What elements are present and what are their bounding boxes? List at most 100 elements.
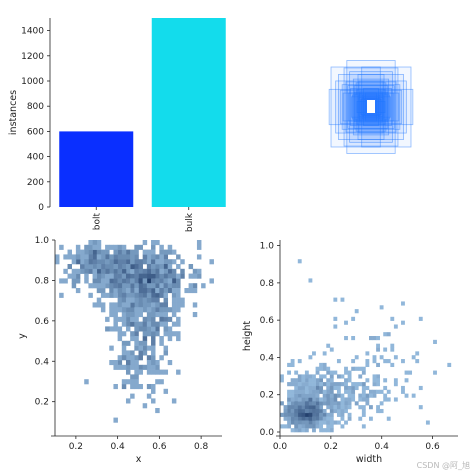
hist-cell [319, 389, 324, 394]
hist-cell [196, 244, 202, 250]
hist-cell [163, 316, 169, 322]
hist-cell [121, 254, 127, 260]
hist-cell [433, 339, 437, 344]
hist-cell [326, 385, 331, 391]
hist-cell [326, 370, 331, 375]
hist-cell [171, 249, 177, 255]
hist-cell [294, 401, 299, 406]
hist-cell [71, 278, 77, 284]
y-axis-label: height [242, 321, 253, 352]
hist-cell [134, 264, 139, 270]
hist-cell [134, 307, 139, 313]
hist-cell [287, 382, 291, 387]
hist-cell [358, 416, 363, 421]
hist-cell [155, 259, 160, 265]
hist-cell [151, 360, 156, 366]
hist-cell [55, 254, 60, 260]
hist-cell [340, 297, 345, 302]
hist-cell [308, 420, 313, 425]
hist-cell [146, 393, 152, 399]
hist-cell [125, 364, 131, 370]
hist-cell [379, 305, 384, 310]
hist-cell [130, 288, 135, 294]
hist-cell [151, 249, 156, 255]
hist-cell [142, 340, 148, 346]
x-tick-label: 0.4 [110, 442, 125, 452]
hist-cell [146, 249, 152, 255]
hist-cell [117, 254, 123, 260]
hist-cell [163, 283, 169, 289]
hist-cell [315, 420, 320, 425]
hist-cell [171, 312, 177, 318]
hist-cell [358, 405, 363, 410]
hist-cell [125, 379, 131, 385]
hist-cell [287, 412, 291, 417]
hist-cell [159, 273, 164, 279]
hist-cell [301, 393, 306, 398]
hist-cell [134, 321, 139, 327]
hist-cell [188, 264, 194, 270]
hist-cell [59, 292, 64, 298]
hist-cell [121, 340, 127, 346]
hist-cell [146, 278, 152, 284]
hist-cell [326, 412, 331, 417]
hist-cell [138, 384, 143, 390]
hist-cell [142, 254, 148, 260]
hist-cell [312, 351, 316, 356]
hist-cell [376, 343, 380, 348]
x-tick-label: 0.2 [324, 442, 338, 452]
hist-cell [171, 283, 177, 289]
hist-cell [322, 374, 327, 379]
y-axis-label: y [17, 333, 28, 339]
hist-cell [433, 370, 437, 375]
hist-cell [146, 316, 152, 322]
hist-cell [192, 268, 198, 274]
hist-cell [290, 405, 295, 410]
x-y-histogram-panel: 0.2 0.4 0.6 0.8 0.2 0.4 0.6 0.8 1.0 x y [17, 236, 222, 465]
hist-cell [142, 240, 148, 246]
hist-cell [351, 336, 356, 341]
hist-cell [358, 374, 363, 379]
hist-cell [125, 264, 131, 270]
hist-cell [121, 321, 127, 327]
hist-cell [329, 347, 334, 352]
hist-cell [301, 412, 306, 417]
hist-cell [146, 268, 152, 274]
hist-cell [134, 364, 139, 370]
hist-cell [117, 244, 123, 250]
hist-cell [71, 254, 77, 260]
hist-cell [351, 359, 356, 364]
hist-cell [155, 326, 160, 332]
hist-cell [151, 259, 156, 265]
hist-cell [134, 288, 139, 294]
hist-cell [322, 428, 327, 433]
hist-cell [372, 382, 377, 387]
hist-cell [301, 416, 306, 421]
hist-cell [121, 384, 127, 390]
hist-cell [159, 369, 164, 375]
hist-cell [287, 389, 291, 394]
hist-cell [297, 424, 302, 429]
hist-cell [308, 416, 313, 421]
hist-cell [308, 378, 313, 383]
hist-cell [319, 405, 324, 410]
hist-cell [192, 288, 198, 294]
hist-cell [130, 249, 135, 255]
hist-cell [294, 385, 299, 391]
hist-cell [326, 401, 331, 406]
hist-cell [290, 420, 295, 425]
hist-cell [105, 292, 110, 298]
hist-cell [130, 283, 135, 289]
hist-cell [287, 393, 291, 398]
hist-cell [138, 283, 143, 289]
hist-cell [308, 389, 313, 394]
hist-cell [134, 312, 139, 318]
hist-cell [146, 264, 152, 270]
hist-cell [121, 283, 127, 289]
y-tick-label: 400 [27, 153, 44, 163]
hist-cell [167, 278, 173, 284]
hist-cell [340, 393, 345, 398]
hist-cell [329, 405, 334, 410]
hist-cell [151, 288, 156, 294]
hist-cell [88, 283, 93, 289]
